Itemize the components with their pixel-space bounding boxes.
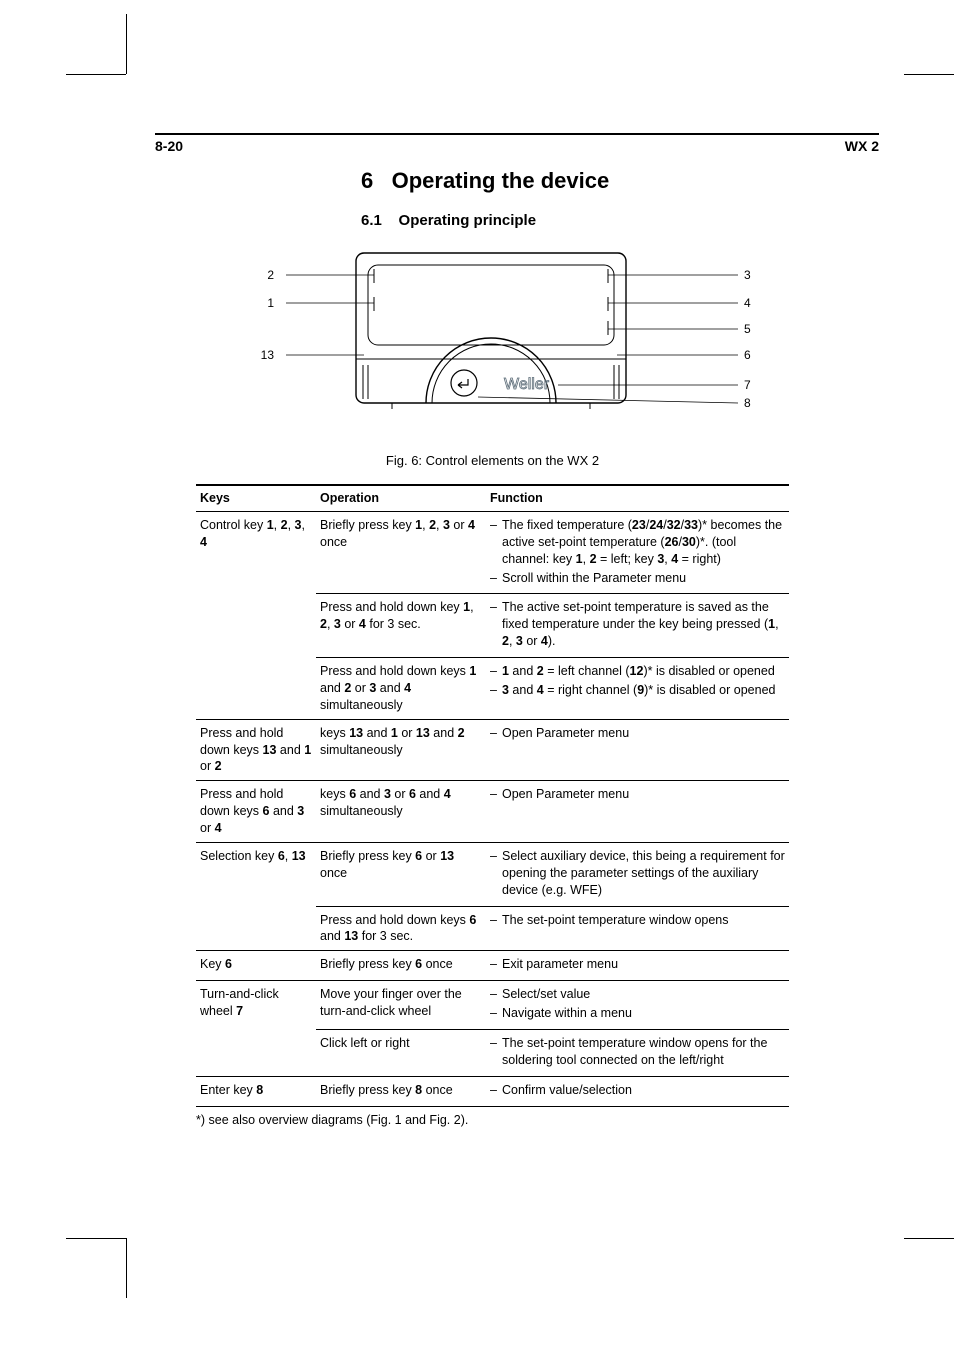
section-number: 6 — [361, 168, 373, 193]
figure-label: 5 — [744, 322, 751, 336]
function-item: Open Parameter menu — [490, 725, 785, 742]
function-item: The fixed temperature (23/24/32/33)* bec… — [490, 517, 785, 568]
table-header-keys: Keys — [196, 485, 316, 511]
crop-mark — [126, 1238, 127, 1298]
function-item: Confirm value/selection — [490, 1082, 785, 1099]
cell-operation: Press and hold down keys 6 and 13 for 3 … — [316, 906, 486, 951]
cell-function: Exit parameter menu — [486, 951, 789, 981]
device-figure: Weller 2 1 13 3 4 5 6 — [196, 239, 789, 439]
controls-table: Keys Operation Function Control key 1, 2… — [196, 484, 789, 1107]
table-row: Turn-and-click wheel 7Move your finger o… — [196, 981, 789, 1030]
figure-label: 3 — [744, 268, 751, 282]
cell-function: Select/set value Navigate within a menu — [486, 981, 789, 1030]
footnote: *) see also overview diagrams (Fig. 1 an… — [196, 1113, 789, 1127]
cell-function: Open Parameter menu — [486, 781, 789, 843]
function-item: The set-point temperature window opens — [490, 912, 785, 929]
table-row: Press and hold down keys 13 and 1 or 2ke… — [196, 719, 789, 781]
function-item: 3 and 4 = right channel (9)* is disabled… — [490, 682, 785, 699]
cell-function: Open Parameter menu — [486, 719, 789, 781]
crop-mark — [66, 74, 126, 75]
figure-caption: Fig. 6: Control elements on the WX 2 — [196, 453, 789, 468]
subsection-title: Operating principle — [399, 212, 537, 229]
table-row: Key 6Briefly press key 6 onceExit parame… — [196, 951, 789, 981]
cell-operation: keys 13 and 1 or 13 and 2 simultaneously — [316, 719, 486, 781]
cell-function: The set-point temperature window opens — [486, 906, 789, 951]
cell-keys: Press and hold down keys 6 and 3 or 4 — [196, 781, 316, 843]
figure-label: 4 — [744, 296, 751, 310]
cell-function: The active set-point temperature is save… — [486, 594, 789, 658]
function-item: 1 and 2 = left channel (12)* is disabled… — [490, 663, 785, 680]
cell-operation: Press and hold down key 1, 2, 3 or 4 for… — [316, 594, 486, 658]
crop-mark — [904, 74, 954, 75]
section-heading: 6 Operating the device — [361, 168, 789, 194]
subsection-number: 6.1 — [361, 212, 382, 229]
function-item: Scroll within the Parameter menu — [490, 570, 785, 587]
cell-function: Select auxiliary device, this being a re… — [486, 842, 789, 906]
cell-operation: keys 6 and 3 or 6 and 4 simultaneously — [316, 781, 486, 843]
table-header-function: Function — [486, 485, 789, 511]
function-item: Select auxiliary device, this being a re… — [490, 848, 785, 899]
cell-function: 1 and 2 = left channel (12)* is disabled… — [486, 658, 789, 720]
function-item: Open Parameter menu — [490, 786, 785, 803]
page-header: 8-20 WX 2 — [155, 133, 879, 154]
cell-operation: Press and hold down keys 1 and 2 or 3 an… — [316, 658, 486, 720]
cell-operation: Briefly press key 6 once — [316, 951, 486, 981]
subsection-heading: 6.1 Operating principle — [361, 212, 789, 229]
cell-function: The set-point temperature window opens f… — [486, 1029, 789, 1076]
table-header-operation: Operation — [316, 485, 486, 511]
page-header-right: WX 2 — [845, 138, 879, 154]
table-row: Selection key 6, 13Briefly press key 6 o… — [196, 842, 789, 906]
function-item: Select/set value — [490, 986, 785, 1003]
function-item: Exit parameter menu — [490, 956, 785, 973]
page-header-left: 8-20 — [155, 138, 183, 154]
figure-label: 2 — [267, 268, 274, 282]
function-item: The set-point temperature window opens f… — [490, 1035, 785, 1069]
figure-label: 8 — [744, 396, 751, 410]
cell-keys: Turn-and-click wheel 7 — [196, 981, 316, 1077]
table-row: Control key 1, 2, 3, 4Briefly press key … — [196, 511, 789, 594]
cell-operation: Briefly press key 1, 2, 3 or 4 once — [316, 511, 486, 594]
figure-label: 7 — [744, 378, 751, 392]
figure-label: 13 — [261, 348, 275, 362]
crop-mark — [126, 14, 127, 74]
cell-operation: Briefly press key 6 or 13 once — [316, 842, 486, 906]
brand-text: Weller — [504, 376, 550, 393]
function-item: The active set-point temperature is save… — [490, 599, 785, 650]
cell-keys: Key 6 — [196, 951, 316, 981]
cell-keys: Selection key 6, 13 — [196, 842, 316, 950]
cell-function: The fixed temperature (23/24/32/33)* bec… — [486, 511, 789, 594]
cell-operation: Move your finger over the turn-and-click… — [316, 981, 486, 1030]
cell-keys: Control key 1, 2, 3, 4 — [196, 511, 316, 719]
table-row: Press and hold down keys 6 and 3 or 4key… — [196, 781, 789, 843]
cell-operation: Click left or right — [316, 1029, 486, 1076]
section-title: Operating the device — [392, 168, 610, 193]
figure-label: 6 — [744, 348, 751, 362]
function-item: Navigate within a menu — [490, 1005, 785, 1022]
main-content: 6 Operating the device 6.1 Operating pri… — [196, 168, 789, 1127]
cell-operation: Briefly press key 8 once — [316, 1076, 486, 1106]
crop-mark — [904, 1238, 954, 1239]
cell-function: Confirm value/selection — [486, 1076, 789, 1106]
figure-label: 1 — [267, 296, 274, 310]
table-row: Enter key 8Briefly press key 8 onceConfi… — [196, 1076, 789, 1106]
cell-keys: Press and hold down keys 13 and 1 or 2 — [196, 719, 316, 781]
crop-mark — [66, 1238, 126, 1239]
cell-keys: Enter key 8 — [196, 1076, 316, 1106]
